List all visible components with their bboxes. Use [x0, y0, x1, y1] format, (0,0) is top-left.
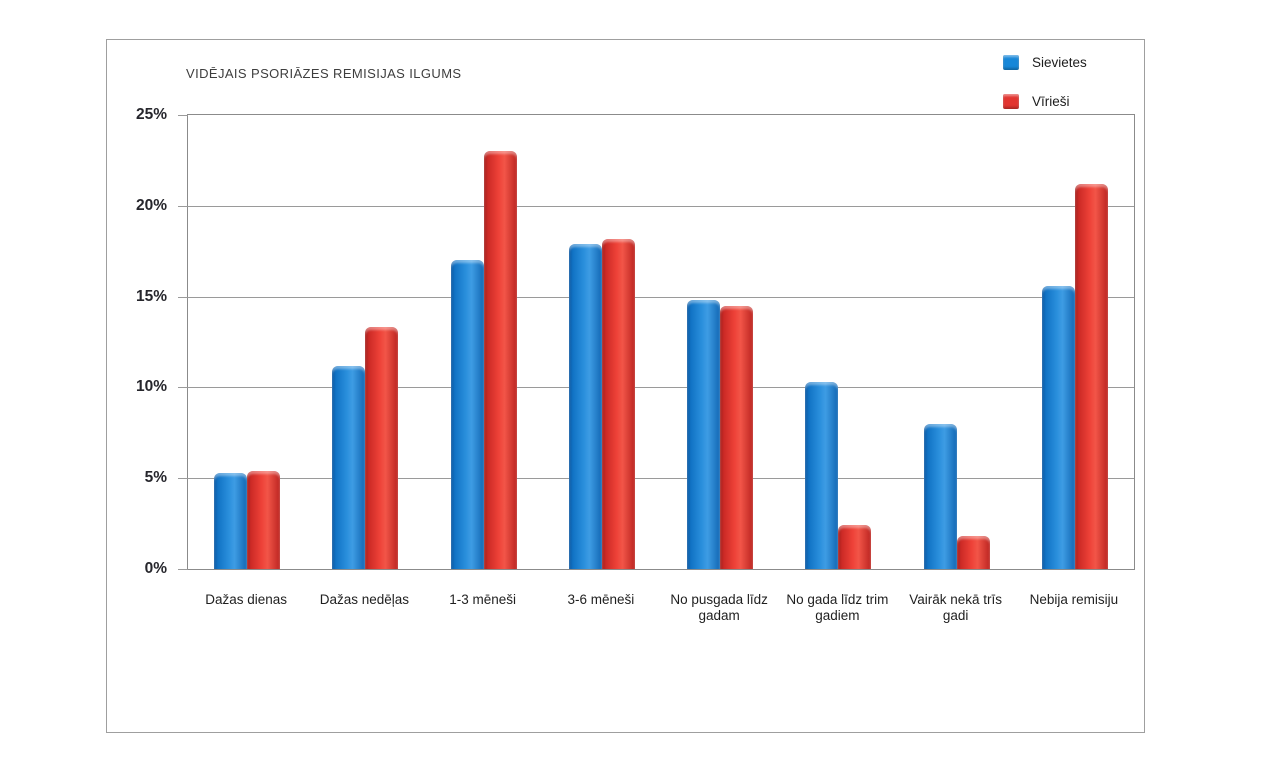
bar-sievietes — [568, 243, 602, 569]
bar-sievietes — [805, 381, 839, 569]
legend-item-sievietes: Sievietes — [1003, 50, 1087, 74]
bar-vīrieši — [365, 327, 399, 569]
bars — [188, 115, 1134, 569]
y-axis-tick — [178, 115, 188, 116]
bar-vīrieši — [838, 525, 872, 569]
x-axis-labels: Dažas dienas Dažas nedēļas 1-3 mēneši 3-6 m… — [187, 592, 1133, 624]
bar-sievietes — [450, 260, 484, 569]
x-axis-label: No pusgada līdz gadam — [670, 592, 768, 623]
bar-vīrieši — [1074, 184, 1108, 569]
y-axis-label: 0% — [144, 560, 167, 577]
legend-item-viriesi: Vīrieši — [1003, 89, 1087, 113]
bar-group — [779, 115, 897, 569]
bar-sievietes — [1041, 285, 1075, 569]
y-axis-tick — [178, 478, 188, 479]
y-axis-label: 10% — [135, 378, 167, 395]
bar-vīrieši — [483, 151, 517, 569]
chart-figure: VIDĒJAIS PSORIĀZES REMISIJAS ILGUMS Siev… — [106, 39, 1145, 733]
x-axis-label: No gada līdz trim gadiem — [786, 592, 889, 623]
bar-sievietes — [332, 365, 366, 569]
bar-vīrieši — [601, 238, 635, 569]
gridline — [188, 206, 1134, 207]
chart-title: VIDĒJAIS PSORIĀZES REMISIJAS ILGUMS — [186, 66, 462, 81]
gridline — [188, 297, 1134, 298]
bar-group — [306, 115, 424, 569]
x-axis-label: Vairāk nekā trīs gadi — [909, 592, 1003, 623]
bar-group — [188, 115, 306, 569]
bar-group — [543, 115, 661, 569]
legend: Sievietes Vīrieši — [1003, 50, 1087, 128]
x-axis-label: Nebija remisiju — [1029, 592, 1119, 607]
bar-vīrieši — [956, 536, 990, 569]
legend-swatch-viriesi-icon — [1003, 93, 1019, 109]
bar-group — [898, 115, 1016, 569]
y-axis-label: 5% — [144, 469, 167, 486]
bar-sievietes — [214, 472, 248, 569]
x-axis-label: Dažas nedēļas — [319, 592, 410, 607]
legend-label-sievietes: Sievietes — [1032, 54, 1087, 70]
legend-swatch-sievietes-icon — [1003, 54, 1019, 70]
bar-group — [425, 115, 543, 569]
legend-label-viriesi: Vīrieši — [1032, 93, 1070, 109]
y-axis-tick — [178, 297, 188, 298]
y-axis-tick — [178, 206, 188, 207]
bar-group — [1016, 115, 1134, 569]
bar-sievietes — [923, 423, 957, 569]
y-axis-label: 15% — [135, 288, 167, 305]
bar-vīrieši — [247, 470, 281, 569]
gridline — [188, 478, 1134, 479]
x-axis-label: 1-3 mēneši — [449, 592, 517, 607]
y-axis-label: 25% — [135, 106, 167, 123]
bar-vīrieši — [720, 305, 754, 569]
y-axis-tick — [178, 569, 188, 570]
y-axis-tick — [178, 387, 188, 388]
x-axis-label: 3-6 mēneši — [567, 592, 635, 607]
bar-sievietes — [687, 300, 721, 569]
x-axis-label: Dažas dienas — [205, 592, 288, 607]
bar-group — [661, 115, 779, 569]
gridline — [188, 387, 1134, 388]
y-axis-label: 20% — [135, 197, 167, 214]
plot-area: 0% 5% 10% 15% 20% 25% — [136, 106, 1135, 577]
